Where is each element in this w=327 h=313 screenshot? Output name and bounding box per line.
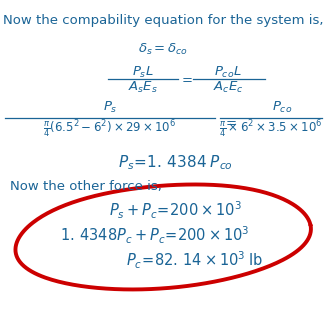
Text: $P_s + P_c\!=\!200\times10^3$: $P_s + P_c\!=\!200\times10^3$ bbox=[109, 200, 241, 221]
Text: $=$: $=$ bbox=[179, 72, 193, 85]
Text: Now the compability equation for the system is,: Now the compability equation for the sys… bbox=[3, 14, 323, 27]
Text: $A_sE_s$: $A_sE_s$ bbox=[128, 80, 158, 95]
Text: $A_cE_c$: $A_cE_c$ bbox=[213, 80, 243, 95]
Text: $P_{co}$: $P_{co}$ bbox=[272, 100, 292, 115]
Text: $\delta_s=\delta_{co}$: $\delta_s=\delta_{co}$ bbox=[138, 42, 188, 57]
Text: $P_c\!=\!82.\,14\times10^3\;\mathrm{lb}$: $P_c\!=\!82.\,14\times10^3\;\mathrm{lb}$ bbox=[126, 250, 264, 271]
Text: $P_s\!=\!1.\,4384\;P_{co}$: $P_s\!=\!1.\,4384\;P_{co}$ bbox=[117, 153, 232, 172]
Text: $P_{co}L$: $P_{co}L$ bbox=[214, 65, 242, 80]
Text: Now the other force is,: Now the other force is, bbox=[10, 180, 162, 193]
Text: $\frac{\pi}{4}(6.5^2-6^2)\times29\times10^6$: $\frac{\pi}{4}(6.5^2-6^2)\times29\times1… bbox=[43, 119, 177, 140]
Text: $P_s$: $P_s$ bbox=[103, 100, 117, 115]
Text: $=$: $=$ bbox=[223, 115, 237, 128]
Text: $1.\,4348P_c + P_c\!=\!200\times10^3$: $1.\,4348P_c + P_c\!=\!200\times10^3$ bbox=[60, 225, 250, 246]
Text: $P_sL$: $P_sL$ bbox=[132, 65, 154, 80]
Text: $\frac{\pi}{4}\times6^2\times3.5\times10^6$: $\frac{\pi}{4}\times6^2\times3.5\times10… bbox=[219, 119, 323, 140]
